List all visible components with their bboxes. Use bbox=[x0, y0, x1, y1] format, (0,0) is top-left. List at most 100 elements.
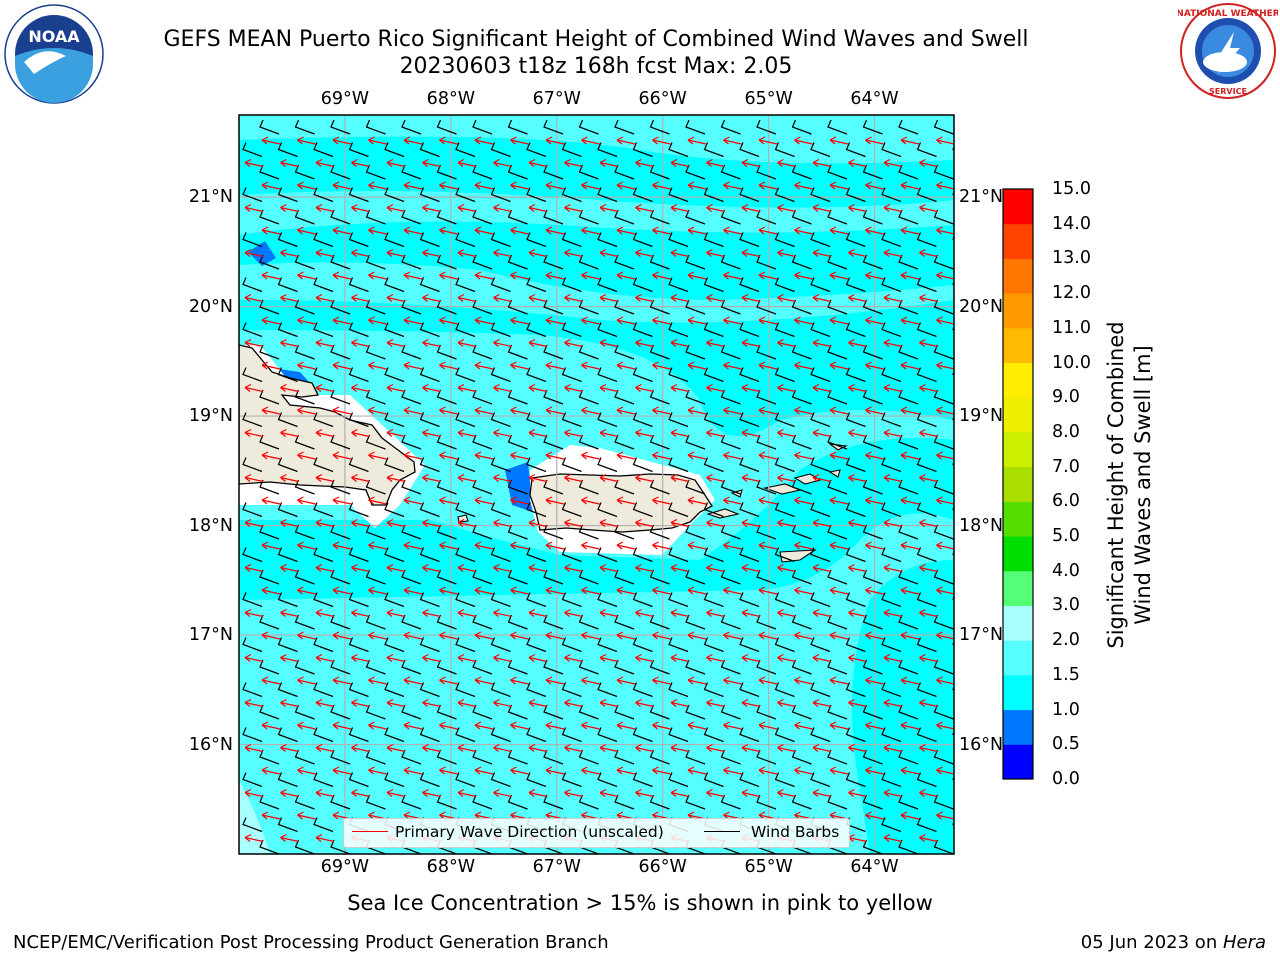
wind-barb bbox=[720, 119, 741, 135]
wave-direction-arrow bbox=[280, 383, 299, 393]
wave-direction-arrow bbox=[723, 226, 742, 235]
wave-direction-arrow bbox=[297, 451, 316, 460]
wave-direction-arrow bbox=[493, 698, 512, 708]
wave-direction-arrow bbox=[794, 406, 813, 415]
wave-direction-arrow bbox=[758, 631, 778, 640]
wind-barb bbox=[490, 502, 511, 518]
wind-barb bbox=[720, 209, 741, 225]
wave-direction-arrow bbox=[777, 248, 796, 258]
wind-barb bbox=[472, 569, 493, 585]
wind-barb bbox=[526, 232, 547, 248]
colorbar-tick-label: 0.5 bbox=[1052, 734, 1080, 755]
wind-barb bbox=[720, 299, 741, 315]
wind-barb bbox=[313, 727, 334, 743]
wave-direction-arrow bbox=[261, 271, 281, 280]
wave-direction-arrow bbox=[545, 496, 565, 505]
wave-direction-arrow bbox=[829, 451, 849, 460]
wave-direction-arrow bbox=[758, 406, 778, 415]
wind-barb bbox=[401, 299, 422, 315]
wind-barb bbox=[259, 479, 280, 495]
wave-direction-arrow bbox=[422, 338, 441, 348]
wave-direction-arrow bbox=[510, 136, 529, 145]
wind-barb bbox=[810, 457, 831, 473]
wave-direction-arrow bbox=[315, 293, 335, 303]
wind-barb bbox=[685, 119, 706, 135]
wind-barb bbox=[756, 434, 777, 450]
wind-barb bbox=[685, 614, 706, 630]
wind-barb bbox=[703, 412, 724, 428]
wind-barb bbox=[952, 280, 954, 286]
wind-barb bbox=[490, 727, 511, 743]
wind-barb bbox=[259, 164, 280, 180]
wind-barb bbox=[561, 412, 582, 428]
colorbar-segment bbox=[1003, 674, 1033, 711]
wave-direction-arrow bbox=[812, 293, 832, 303]
wind-barb bbox=[649, 389, 670, 405]
wind-barb bbox=[649, 164, 670, 180]
colorbar-tick-label: 9.0 bbox=[1052, 387, 1080, 408]
wave-direction-arrow bbox=[635, 383, 654, 393]
wave-direction-arrow bbox=[545, 541, 565, 550]
wind-barb bbox=[881, 502, 902, 518]
wave-direction-arrow bbox=[474, 181, 494, 190]
wave-direction-arrow bbox=[670, 203, 690, 213]
wave-direction-arrow bbox=[280, 743, 299, 753]
wave-direction-arrow bbox=[403, 766, 423, 775]
wave-direction-arrow bbox=[439, 406, 458, 415]
wave-direction-arrow bbox=[599, 608, 619, 618]
wave-direction-arrow bbox=[936, 631, 954, 640]
wave-direction-arrow bbox=[670, 383, 690, 393]
wave-direction-arrow bbox=[777, 158, 796, 168]
wave-direction-arrow bbox=[794, 766, 813, 775]
wind-barb bbox=[526, 277, 547, 293]
wind-barb bbox=[348, 232, 369, 248]
wave-direction-arrow bbox=[474, 226, 494, 235]
wind-barb bbox=[739, 682, 760, 698]
wave-direction-arrow bbox=[315, 608, 335, 618]
wave-direction-arrow bbox=[261, 631, 281, 640]
wind-barb bbox=[384, 727, 405, 743]
wind-barb bbox=[703, 142, 724, 158]
wind-barb bbox=[898, 434, 919, 450]
wave-direction-arrow bbox=[581, 271, 600, 280]
wave-direction-arrow bbox=[599, 518, 619, 528]
wave-direction-arrow bbox=[297, 811, 316, 820]
wind-barb bbox=[632, 772, 653, 788]
wind-barb bbox=[810, 322, 831, 338]
wave-direction-arrow bbox=[723, 676, 742, 685]
wind-barb bbox=[862, 569, 883, 585]
wind-barb bbox=[294, 299, 315, 315]
wind-barb bbox=[756, 794, 777, 810]
wave-direction-arrow bbox=[564, 698, 583, 708]
wind-barb bbox=[933, 614, 954, 630]
wind-barb bbox=[827, 659, 848, 675]
wave-direction-arrow bbox=[900, 676, 920, 685]
wave-direction-arrow bbox=[777, 608, 796, 618]
wind-barb bbox=[614, 704, 635, 720]
wind-barb bbox=[242, 592, 263, 608]
wind-barb bbox=[436, 209, 457, 225]
wave-direction-arrow bbox=[510, 496, 529, 505]
wave-direction-arrow bbox=[900, 496, 920, 505]
wave-direction-arrow bbox=[315, 563, 335, 573]
wind-barb bbox=[898, 749, 919, 765]
wave-direction-arrow bbox=[493, 158, 512, 168]
wave-direction-arrow bbox=[635, 698, 654, 708]
wind-barb bbox=[507, 119, 528, 135]
wave-direction-arrow bbox=[599, 698, 619, 708]
wave-direction-arrow bbox=[865, 136, 884, 145]
wave-direction-arrow bbox=[919, 383, 938, 393]
sea-ice-note: Sea Ice Concentration > 15% is shown in … bbox=[347, 891, 933, 915]
wave-direction-arrow bbox=[599, 653, 619, 663]
wind-barb bbox=[756, 659, 777, 675]
wind-barb bbox=[578, 704, 599, 720]
wave-direction-arrow bbox=[581, 676, 600, 685]
wind-barb bbox=[543, 389, 564, 405]
wind-barb bbox=[277, 277, 298, 293]
colorbar-segment bbox=[1003, 744, 1033, 780]
wind-barb bbox=[384, 142, 405, 158]
wind-barb bbox=[277, 547, 298, 563]
wind-barb bbox=[561, 322, 582, 338]
wind-barb bbox=[384, 682, 405, 698]
wave-direction-arrow bbox=[652, 361, 671, 370]
